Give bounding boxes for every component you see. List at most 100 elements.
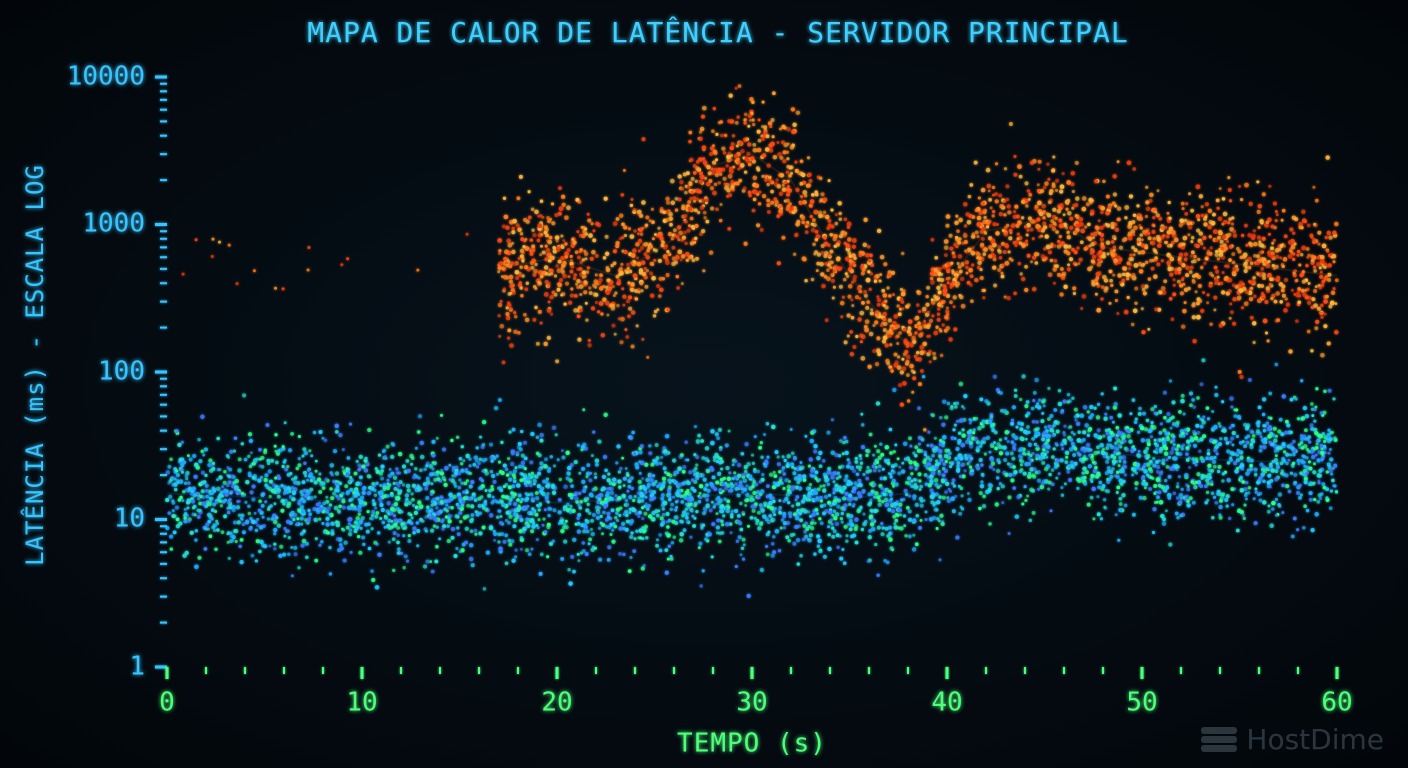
scatter-point — [1217, 464, 1222, 469]
scatter-point — [648, 451, 653, 456]
scatter-point — [268, 494, 272, 499]
scatter-point — [595, 505, 600, 510]
scatter-point — [457, 504, 462, 509]
scatter-point — [495, 515, 500, 519]
scatter-point — [940, 479, 946, 484]
scatter-point — [649, 477, 654, 483]
scatter-point — [468, 464, 472, 468]
scatter-point — [177, 498, 182, 502]
scatter-point — [490, 485, 494, 489]
scatter-point — [734, 475, 739, 480]
scatter-point — [1115, 474, 1120, 479]
scatter-point — [846, 513, 851, 517]
scatter-point — [539, 438, 544, 443]
scatter-point — [876, 336, 881, 341]
scatter-point — [1019, 467, 1024, 472]
scatter-point — [177, 442, 182, 447]
scatter-point — [178, 521, 183, 526]
scatter-point — [1054, 458, 1060, 463]
scatter-point — [1314, 405, 1318, 409]
scatter-point — [504, 518, 509, 523]
scatter-point — [1151, 229, 1156, 234]
scatter-point — [1090, 457, 1095, 461]
scatter-point — [787, 539, 791, 543]
scatter-point — [679, 258, 683, 262]
scatter-point — [581, 466, 586, 471]
scatter-point — [887, 507, 892, 512]
scatter-point — [741, 557, 746, 561]
scatter-point — [1180, 398, 1185, 404]
scatter-point — [852, 486, 857, 491]
scatter-point — [661, 507, 665, 511]
scatter-point — [282, 502, 286, 506]
scatter-point — [827, 466, 832, 471]
scatter-point — [425, 559, 430, 564]
scatter-point — [626, 489, 630, 493]
scatter-point — [1031, 437, 1035, 441]
scatter-point — [1117, 538, 1121, 542]
scatter-point — [395, 506, 401, 512]
scatter-point — [727, 429, 731, 433]
scatter-point — [998, 451, 1004, 456]
scatter-point — [831, 526, 835, 530]
scatter-point — [522, 440, 528, 445]
scatter-point — [771, 424, 776, 430]
scatter-point — [295, 522, 299, 526]
scatter-point — [593, 472, 597, 476]
scatter-point — [1314, 512, 1319, 517]
scatter-point — [218, 475, 223, 480]
scatter-point — [739, 501, 743, 506]
scatter-point — [238, 544, 242, 549]
scatter-point — [1155, 464, 1161, 470]
scatter-point — [907, 534, 912, 539]
scatter-point — [644, 462, 649, 467]
scatter-point — [872, 482, 877, 487]
scatter-point — [693, 425, 697, 429]
scatter-point — [226, 540, 230, 544]
scatter-point — [1064, 460, 1069, 464]
scatter-point — [699, 495, 703, 499]
scatter-point — [715, 531, 719, 535]
scatter-point — [1313, 419, 1317, 423]
scatter-point — [610, 508, 615, 513]
scatter-point — [462, 515, 468, 520]
scatter-point — [609, 533, 613, 536]
scatter-point — [1035, 420, 1039, 424]
scatter-point — [1121, 493, 1126, 498]
scatter-point — [301, 480, 306, 484]
scatter-point — [912, 451, 916, 455]
scatter-point — [938, 454, 943, 459]
scatter-point — [1007, 495, 1012, 500]
scatter-point — [749, 515, 754, 520]
scatter-point — [1069, 437, 1074, 442]
scatter-point — [669, 507, 673, 512]
scatter-point — [386, 478, 390, 482]
scatter-point — [332, 491, 337, 496]
scatter-point — [586, 463, 591, 467]
scatter-point — [1311, 481, 1316, 486]
scatter-point — [1155, 460, 1159, 464]
scatter-point — [1153, 438, 1157, 442]
scatter-point — [873, 461, 877, 466]
scatter-point — [1113, 386, 1118, 391]
scatter-point — [474, 532, 478, 536]
scatter-point — [757, 510, 761, 515]
scatter-point — [1287, 458, 1291, 462]
scatter-point — [448, 478, 452, 482]
scatter-point — [1322, 444, 1327, 449]
scatter-point — [809, 514, 813, 518]
scatter-point — [747, 190, 752, 195]
scatter-point — [585, 529, 590, 534]
scatter-point — [1085, 442, 1091, 448]
scatter-point — [214, 547, 218, 552]
scatter-point — [779, 127, 782, 131]
scatter-point — [1206, 417, 1211, 421]
scatter-point — [1051, 226, 1057, 232]
scatter-point — [1096, 471, 1101, 477]
scatter-point — [1012, 465, 1016, 469]
scatter-point — [376, 531, 381, 535]
scatter-point — [366, 510, 370, 514]
scatter-point — [505, 473, 510, 477]
scatter-point — [990, 457, 994, 462]
scatter-point — [604, 517, 609, 522]
